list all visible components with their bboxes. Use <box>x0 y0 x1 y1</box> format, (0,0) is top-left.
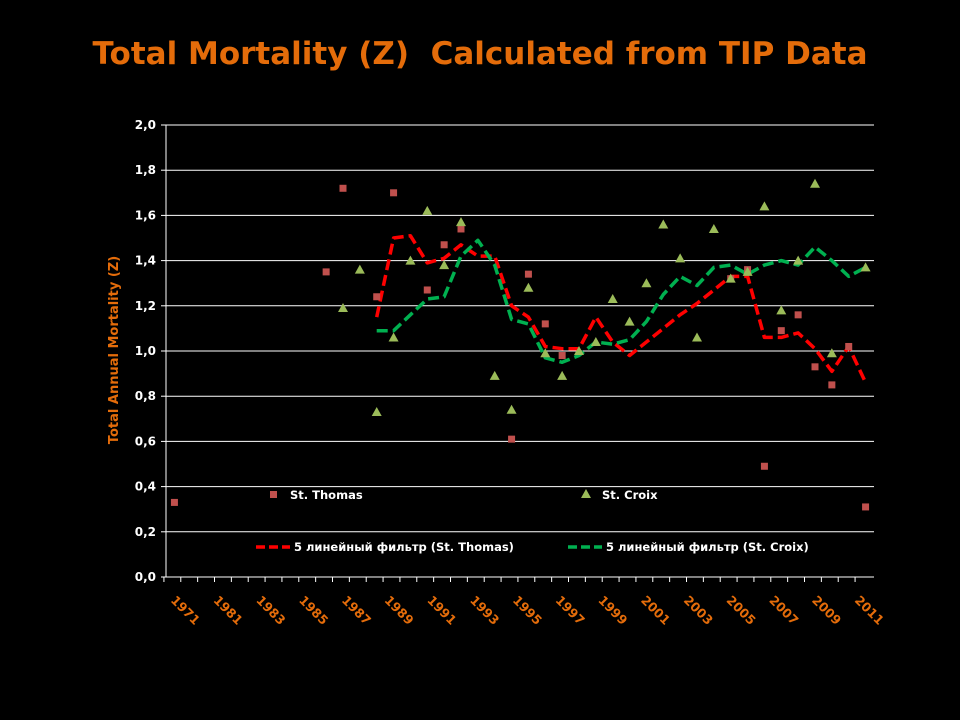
y-tick-labels: 0,0 0,2 0,4 0,6 0,8 1,0 1,2 1,4 1,6 1,8 2,0 <box>135 118 156 584</box>
trendline-series-2 <box>374 233 868 384</box>
st-croix-point <box>641 278 652 288</box>
y-tick-label: 0,2 <box>135 525 156 539</box>
x-tick-label: 1989 <box>382 593 417 628</box>
st-croix-point <box>489 370 500 380</box>
st-croix-point <box>725 273 736 283</box>
st-thomas-point <box>457 225 465 233</box>
x-tick-label: 2007 <box>766 593 801 628</box>
y-tick-label: 0,4 <box>135 480 156 494</box>
st-thomas-point <box>423 286 431 294</box>
x-tick-label: 2001 <box>638 593 673 628</box>
st-thomas-point <box>558 352 566 360</box>
legend-label: 5 линейный фильтр (St. Croix) <box>606 540 809 554</box>
st-croix-point <box>574 346 584 355</box>
st-thomas-point <box>794 311 802 319</box>
st-croix-point <box>506 404 517 414</box>
st-croix-point <box>810 178 820 188</box>
y-tick-label: 1,4 <box>135 254 156 268</box>
st-thomas-point <box>390 189 398 197</box>
y-tick-label: 1,2 <box>135 299 156 313</box>
st-thomas-point <box>541 320 549 328</box>
chart-title: Total Mortality (Z) Calculated from TIP … <box>92 36 868 72</box>
x-tick-label: 1999 <box>595 593 630 628</box>
st-croix-point <box>456 217 466 227</box>
y-tick-label: 1,0 <box>135 344 156 358</box>
st-croix-point <box>793 255 804 265</box>
y-tick-label: 2,0 <box>135 118 156 132</box>
st-thomas-point <box>811 363 819 371</box>
legend-label: 5 линейный фильтр (St. Thomas) <box>294 540 514 554</box>
st-croix-point <box>708 223 719 233</box>
st-croix-point <box>422 205 433 215</box>
x-tick-label: 2009 <box>809 593 844 628</box>
markers <box>170 178 871 511</box>
x-tick-label: 1993 <box>467 593 502 628</box>
st-croix-point <box>371 407 382 417</box>
st-thomas-point <box>170 498 178 506</box>
x-tick-label: 1987 <box>339 593 374 628</box>
gridlines <box>166 124 874 578</box>
st-croix-point <box>692 332 702 342</box>
st-thomas-point <box>828 381 836 389</box>
st-croix-point <box>675 253 686 263</box>
st-croix-point <box>557 370 568 380</box>
st-thomas-point <box>508 435 516 443</box>
st-croix-point <box>439 260 450 270</box>
x-tick-label: 2005 <box>724 593 759 628</box>
st-thomas-point <box>339 184 347 192</box>
x-tick-label: 2011 <box>852 593 887 628</box>
st-croix-point <box>742 266 753 276</box>
y-tick-label: 0,8 <box>135 389 156 403</box>
st-croix-point <box>523 282 534 292</box>
y-tick-label: 0,0 <box>135 570 156 584</box>
st-thomas-point <box>862 503 870 511</box>
st-croix-point <box>540 348 551 358</box>
y-axis-title: Total Annual Mortality (Z) <box>107 256 122 444</box>
x-tick-label: 1971 <box>168 593 203 628</box>
st-thomas-point <box>322 268 330 276</box>
legend: St. Thomas St. Croix 5 линейный фильтр (St… <box>256 488 809 554</box>
x-tick-label: 1995 <box>510 593 545 628</box>
st-thomas-point <box>777 327 785 335</box>
st-croix-point <box>624 316 635 326</box>
y-tick-label: 1,6 <box>135 208 156 222</box>
st-croix-point <box>354 264 365 274</box>
st-croix-point <box>405 255 416 265</box>
axes <box>161 124 874 582</box>
x-tick-label: 1981 <box>211 593 246 628</box>
legend-square-icon <box>270 491 277 498</box>
st-croix-point <box>590 336 601 346</box>
st-thomas-point <box>845 342 853 350</box>
legend-label: St. Thomas <box>290 488 363 502</box>
legend-triangle-icon <box>581 489 591 498</box>
trendlines <box>374 233 868 384</box>
x-tick-labels: 1971 1981 1983 1985 1987 1989 1991 1993 1995 1997… <box>168 593 887 628</box>
y-tick-label: 0,6 <box>135 434 156 448</box>
trendline-series-3 <box>376 238 867 365</box>
x-tick-label: 1985 <box>296 593 331 628</box>
st-croix-point <box>338 303 348 313</box>
x-tick-label: 2003 <box>681 593 716 628</box>
x-tick-label: 1991 <box>424 593 459 628</box>
st-croix-point <box>759 201 770 211</box>
st-thomas-point <box>760 462 768 470</box>
st-thomas-point <box>524 270 532 278</box>
y-tick-label: 1,8 <box>135 163 156 177</box>
st-croix-point <box>776 305 787 315</box>
st-croix-point <box>860 262 871 272</box>
st-croix-point <box>658 219 669 229</box>
st-croix-point <box>388 332 399 342</box>
x-tick-label: 1997 <box>553 593 588 628</box>
legend-label: St. Croix <box>602 488 658 502</box>
x-tick-label: 1983 <box>253 593 288 628</box>
st-croix-point <box>607 294 618 304</box>
st-croix-point <box>826 348 837 358</box>
st-thomas-point <box>440 241 448 249</box>
st-thomas-point <box>373 293 381 301</box>
